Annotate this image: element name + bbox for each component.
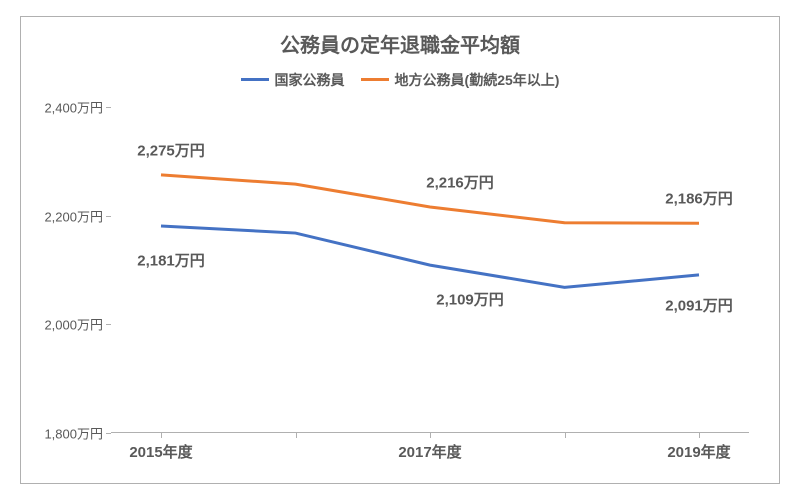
x-axis-label: 2015年度 xyxy=(129,433,192,462)
x-tick xyxy=(565,433,566,438)
data-label: 2,109万円 xyxy=(436,289,504,310)
legend-swatch xyxy=(361,78,389,81)
data-label: 2,091万円 xyxy=(665,294,733,315)
y-axis-label: 2,200万円 xyxy=(44,206,111,225)
series-line xyxy=(161,226,699,287)
chart-frame: 公務員の定年退職金平均額 国家公務員 地方公務員(勤続25年以上) 1,800万円… xyxy=(20,16,780,484)
x-tick xyxy=(296,433,297,438)
y-tick xyxy=(106,107,111,108)
data-label: 2,181万円 xyxy=(137,249,205,270)
data-label: 2,186万円 xyxy=(665,188,733,209)
y-tick xyxy=(106,324,111,325)
series-lines xyxy=(111,107,749,433)
data-label: 2,275万円 xyxy=(137,139,205,160)
chart-title: 公務員の定年退職金平均額 xyxy=(21,17,779,58)
legend-label: 国家公務員 xyxy=(275,70,345,90)
data-label: 2,216万円 xyxy=(426,171,494,192)
y-axis-label: 1,800万円 xyxy=(44,424,111,443)
y-axis-label: 2,000万円 xyxy=(44,315,111,334)
y-tick xyxy=(106,433,111,434)
legend-item: 地方公務員(勤続25年以上) xyxy=(361,70,560,90)
x-axis-label: 2019年度 xyxy=(667,433,730,462)
legend-item: 国家公務員 xyxy=(241,70,345,90)
legend-swatch xyxy=(241,78,269,81)
y-axis-label: 2,400万円 xyxy=(44,98,111,117)
legend: 国家公務員 地方公務員(勤続25年以上) xyxy=(21,68,779,90)
y-tick xyxy=(106,216,111,217)
plot-area: 1,800万円2,000万円2,200万円2,400万円2015年度2017年度… xyxy=(111,107,749,433)
legend-label: 地方公務員(勤続25年以上) xyxy=(395,70,560,90)
chart-container: 公務員の定年退職金平均額 国家公務員 地方公務員(勤続25年以上) 1,800万円… xyxy=(0,0,800,500)
x-axis-label: 2017年度 xyxy=(398,433,461,462)
